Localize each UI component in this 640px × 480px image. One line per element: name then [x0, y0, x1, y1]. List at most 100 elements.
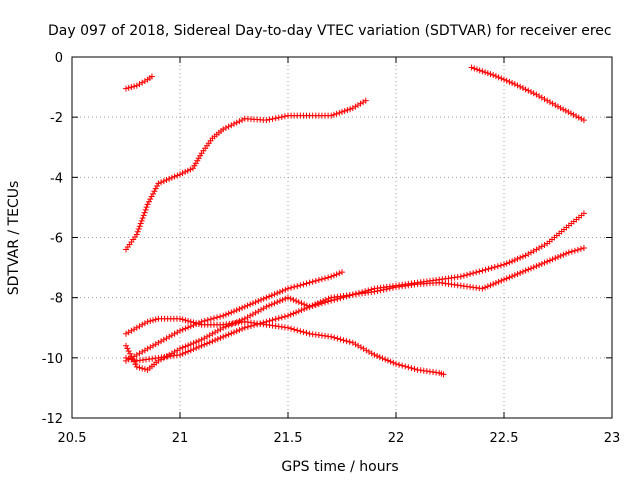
data-point: [168, 174, 175, 181]
data-point: [247, 323, 254, 330]
y-tick-label: -4: [50, 171, 63, 186]
data-point: [309, 278, 316, 285]
data-point: [314, 300, 321, 307]
data-point: [214, 327, 221, 334]
data-point: [214, 336, 221, 343]
x-tick-label: 21: [172, 431, 189, 446]
data-point: [182, 343, 189, 350]
data-point: [317, 299, 324, 306]
data-point: [580, 210, 587, 217]
data-point: [187, 347, 194, 354]
data-point: [546, 99, 553, 106]
data-point: [160, 336, 167, 343]
data-point: [491, 264, 498, 271]
data-point: [479, 285, 486, 292]
data-point: [233, 119, 240, 126]
data-point: [331, 334, 338, 341]
series-5: [123, 315, 447, 378]
data-point: [330, 272, 337, 279]
data-point: [263, 303, 270, 310]
data-point: [393, 360, 399, 367]
series-3: [468, 64, 587, 124]
data-point: [336, 109, 343, 116]
data-point: [285, 312, 291, 319]
data-point: [503, 77, 510, 84]
data-point: [519, 253, 526, 260]
data-point: [260, 319, 267, 326]
data-point: [563, 250, 570, 257]
data-point: [233, 307, 240, 314]
data-point: [278, 314, 285, 321]
data-point: [201, 335, 208, 342]
data-point: [278, 113, 285, 120]
data-point: [125, 348, 132, 355]
data-point: [128, 327, 135, 334]
data-point: [506, 274, 513, 281]
data-point: [163, 335, 170, 342]
data-point: [131, 326, 138, 333]
data-point: [138, 217, 145, 224]
data-point: [355, 342, 362, 349]
data-point: [217, 326, 224, 333]
data-point: [257, 320, 264, 327]
data-point: [220, 333, 227, 340]
data-point: [368, 350, 375, 357]
data-point: [509, 79, 516, 86]
data-point: [209, 338, 216, 345]
series-2: [123, 97, 369, 253]
data-point: [511, 257, 518, 264]
data-point: [241, 303, 248, 310]
data-point: [207, 316, 214, 323]
data-point: [231, 308, 237, 315]
data-point: [312, 277, 319, 284]
data-point: [136, 364, 143, 371]
data-point: [141, 347, 148, 354]
data-point: [290, 310, 297, 317]
data-point: [522, 267, 529, 274]
data-point: [148, 193, 155, 200]
data-point: [408, 365, 415, 372]
data-point: [147, 196, 154, 203]
data-point: [244, 323, 251, 330]
tick-labels: 20.5 21 21.5 22 22.5 23 0 -2 -4 -6 -8 -10 -12: [42, 51, 621, 446]
data-point: [387, 358, 394, 365]
data-point: [574, 246, 581, 253]
data-point: [288, 325, 295, 332]
data-point: [139, 79, 146, 86]
data-point: [222, 124, 229, 131]
data-point: [333, 271, 340, 278]
data-point: [158, 338, 165, 345]
data-point: [580, 245, 587, 252]
data-point: [220, 324, 227, 331]
y-tick-label: -8: [50, 292, 63, 307]
data-point: [468, 64, 475, 71]
data-point: [136, 81, 143, 88]
data-point: [528, 249, 534, 256]
data-point: [495, 74, 502, 81]
data-point: [549, 256, 556, 263]
data-point: [560, 106, 567, 113]
data-point: [258, 306, 264, 313]
data-point: [150, 342, 156, 349]
x-axis-label: GPS time / hours: [281, 459, 398, 475]
data-point: [396, 361, 403, 368]
data-point: [514, 270, 521, 277]
data-point: [263, 117, 270, 124]
data-point: [282, 295, 289, 302]
data-point: [145, 198, 152, 205]
data-point: [352, 341, 359, 348]
data-point: [303, 302, 310, 309]
data-point: [492, 73, 499, 80]
data-point: [492, 280, 499, 287]
data-point: [210, 315, 217, 322]
data-point: [195, 155, 202, 162]
data-point: [295, 299, 302, 306]
data-point: [174, 347, 181, 354]
data-points: [123, 64, 587, 378]
data-point: [244, 314, 251, 321]
data-point: [298, 300, 305, 307]
data-point: [182, 168, 189, 175]
data-point: [231, 120, 237, 127]
data-point: [185, 348, 192, 355]
data-point: [360, 345, 367, 352]
